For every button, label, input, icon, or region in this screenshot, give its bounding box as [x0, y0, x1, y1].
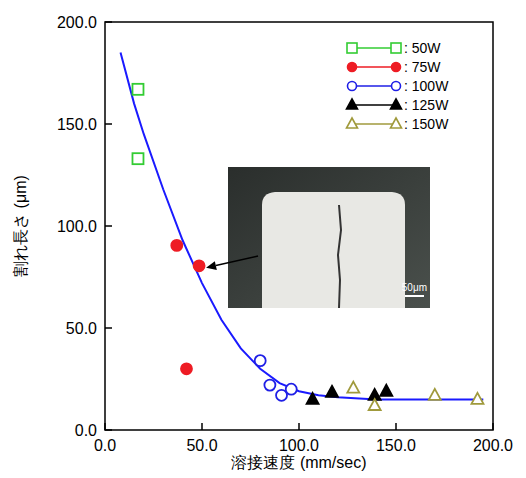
- point: [429, 389, 441, 400]
- point: [194, 260, 205, 271]
- x-tick-label: 150.0: [376, 437, 416, 454]
- x-tick: [298, 423, 300, 430]
- legend: : 50W : 75W : 100W : 125W : 150W: [347, 40, 450, 132]
- point: [307, 393, 319, 404]
- point: [255, 355, 266, 366]
- point: [369, 399, 381, 410]
- x-tick-label: 100.0: [279, 437, 319, 454]
- scale-bar: [405, 295, 424, 297]
- y-tick: [105, 123, 112, 125]
- y-tick: [105, 327, 112, 329]
- legend-line: [352, 123, 396, 125]
- legend-line: [352, 85, 396, 87]
- legend-marker: [347, 118, 358, 128]
- plot-frame: [105, 22, 493, 430]
- point: [181, 363, 192, 374]
- legend-label: : 50W: [404, 40, 441, 56]
- legend-marker: [391, 99, 402, 109]
- y-tick: [105, 429, 112, 431]
- point: [380, 385, 392, 396]
- scale-label: 50μm: [402, 282, 427, 293]
- chart: 0.0 50.0 100.0 150.0 200.0 0.0 50.0 100.0 150.0 2…: [0, 0, 526, 478]
- legend-label: : 125W: [404, 97, 449, 113]
- legend-line: [352, 104, 396, 106]
- y-tick-label: 50.0: [66, 320, 97, 337]
- x-tick: [395, 423, 397, 430]
- arrow-head: [206, 261, 217, 270]
- point: [132, 153, 143, 164]
- y-tick-label: 200.0: [57, 14, 97, 31]
- crack: [338, 205, 341, 308]
- weld-bead: [262, 192, 405, 308]
- inset-photo: 50μm: [228, 167, 430, 308]
- legend-marker: [391, 43, 401, 53]
- legend-marker: [391, 118, 402, 128]
- y-tick-label: 100.0: [57, 218, 97, 235]
- point: [171, 240, 182, 251]
- y-axis-title: 割れ長さ (μm): [12, 175, 29, 277]
- legend-marker: [347, 99, 358, 109]
- x-axis-title: 溶接速度 (mm/sec): [231, 454, 366, 471]
- legend-line: [352, 66, 396, 68]
- legend-marker: [348, 82, 357, 91]
- x-tick: [492, 423, 494, 430]
- legend-marker: [392, 63, 401, 72]
- y-tick-label: 0.0: [75, 422, 97, 439]
- legend-line: [352, 47, 396, 49]
- fit-curve: [121, 53, 484, 400]
- y-tick: [105, 21, 112, 23]
- data-group: [121, 53, 484, 410]
- photo-bg: [228, 167, 430, 308]
- y-tick-label: 150.0: [57, 116, 97, 133]
- point: [347, 382, 359, 393]
- legend-label: : 100W: [404, 78, 449, 94]
- arrow-line: [216, 256, 258, 266]
- x-tick-label: 200.0: [473, 437, 513, 454]
- point: [471, 393, 483, 404]
- legend-label: : 150W: [404, 116, 449, 132]
- y-tick: [105, 225, 112, 227]
- point: [264, 380, 275, 391]
- legend-marker: [348, 63, 357, 72]
- point: [132, 84, 143, 95]
- x-tick-label: 0.0: [94, 437, 116, 454]
- legend-marker: [392, 82, 401, 91]
- x-tick: [104, 423, 106, 430]
- point: [286, 384, 297, 395]
- x-tick: [201, 423, 203, 430]
- x-tick-label: 50.0: [186, 437, 217, 454]
- legend-marker: [347, 43, 357, 53]
- legend-label: : 75W: [404, 59, 441, 75]
- point: [326, 386, 338, 397]
